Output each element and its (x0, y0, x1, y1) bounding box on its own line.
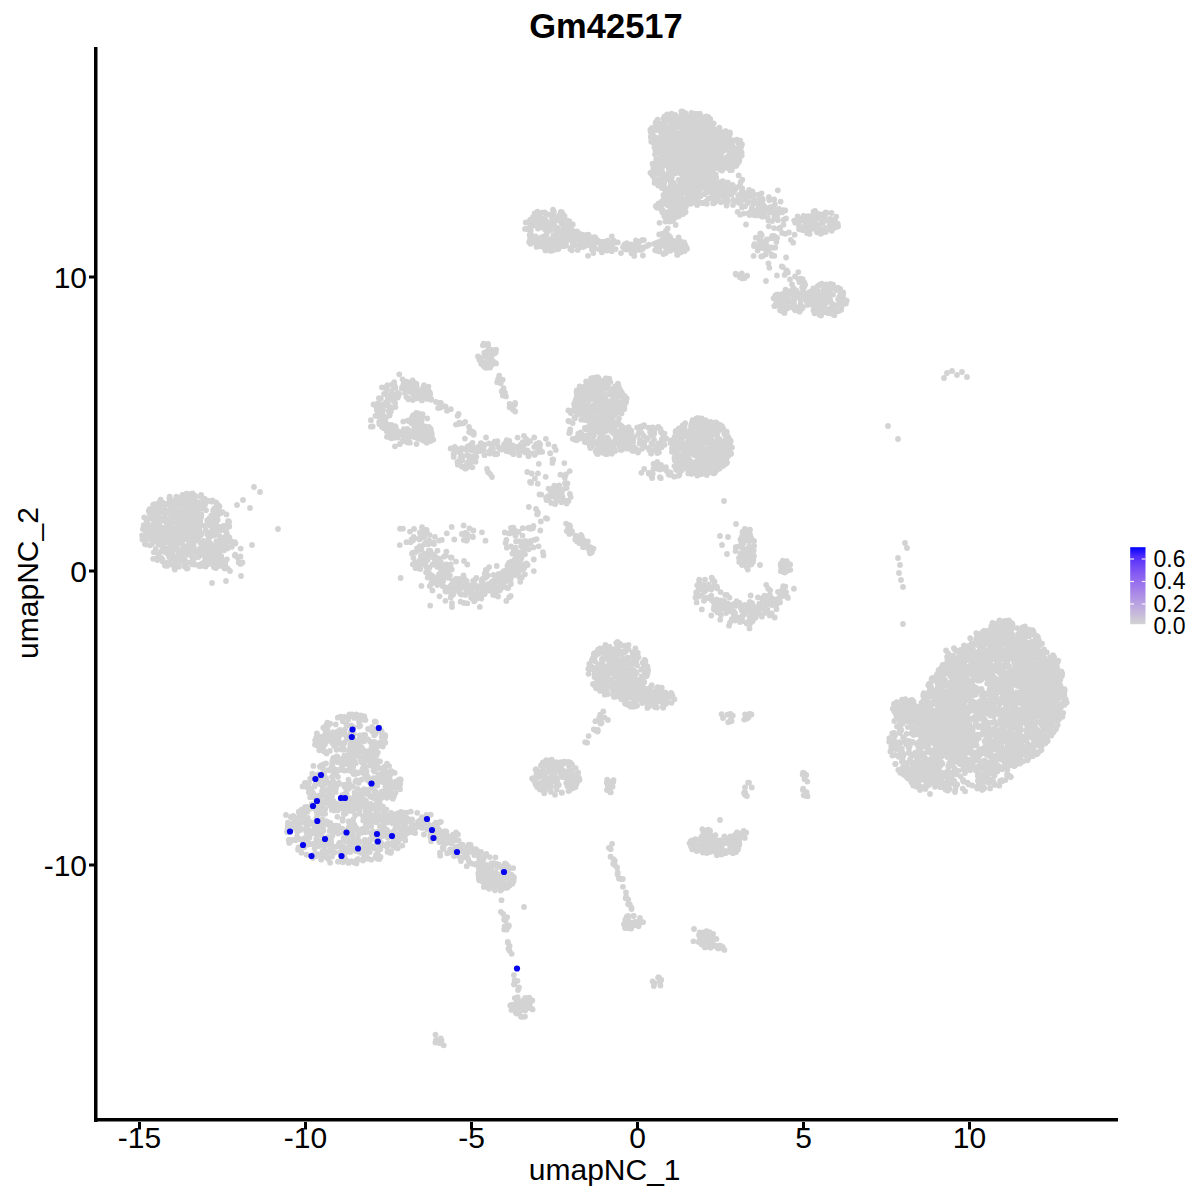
svg-text:0.0: 0.0 (1154, 613, 1186, 639)
svg-text:umapNC_1: umapNC_1 (529, 1153, 681, 1186)
svg-text:umapNC_2: umapNC_2 (11, 507, 44, 659)
svg-text:0: 0 (629, 1121, 646, 1154)
svg-text:-10: -10 (44, 849, 87, 882)
svg-text:-10: -10 (284, 1121, 327, 1154)
svg-text:10: 10 (953, 1121, 986, 1154)
svg-text:-5: -5 (458, 1121, 485, 1154)
svg-text:-15: -15 (118, 1121, 161, 1154)
svg-text:5: 5 (795, 1121, 812, 1154)
svg-text:Gm42517: Gm42517 (529, 7, 682, 45)
svg-text:0: 0 (70, 555, 87, 588)
svg-text:10: 10 (54, 261, 87, 294)
